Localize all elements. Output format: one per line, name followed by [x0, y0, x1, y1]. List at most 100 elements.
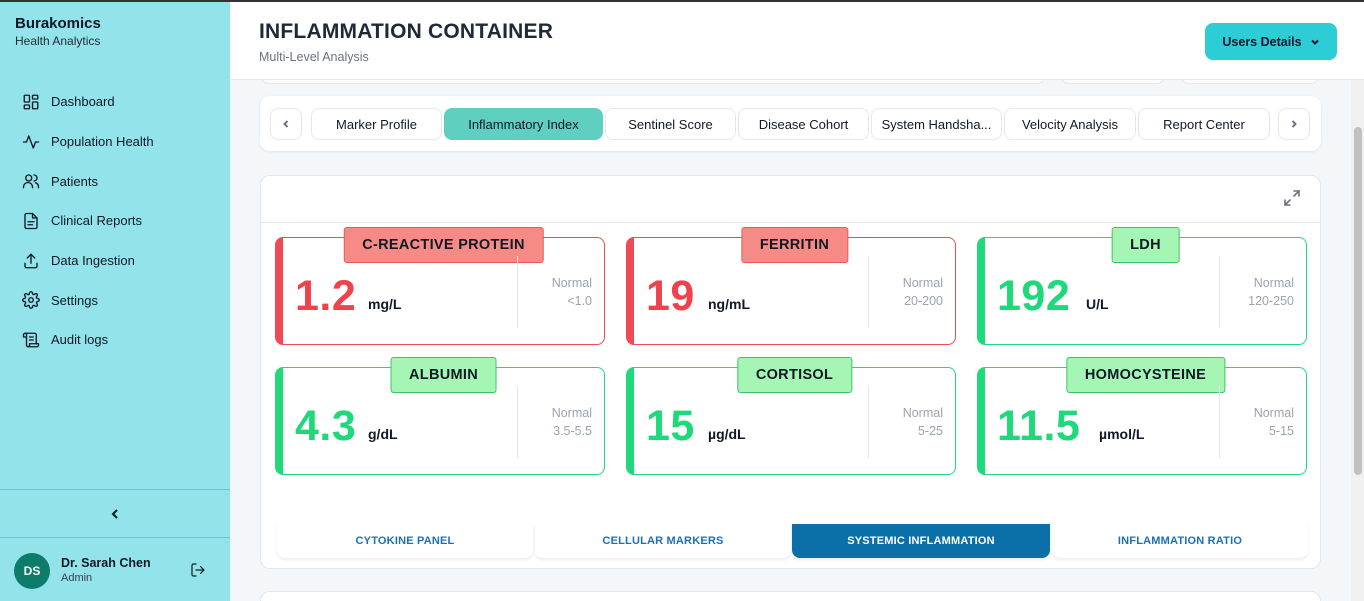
divider	[868, 256, 869, 328]
user-role: Admin	[61, 572, 93, 584]
sidebar-item-label: Data Ingestion	[51, 253, 135, 269]
inflammation-panel: C-REACTIVE PROTEIN 1.2 mg/L Normal <1.0 …	[260, 175, 1321, 569]
tab-sentinel-score[interactable]: Sentinel Score	[605, 108, 736, 140]
tab-disease-cohort[interactable]: Disease Cohort	[738, 108, 869, 140]
subtab-cytokine-panel[interactable]: CYTOKINE PANEL	[277, 524, 533, 558]
divider	[261, 222, 1320, 223]
page-subtitle: Multi-Level Analysis	[259, 50, 369, 64]
page-title: INFLAMMATION CONTAINER	[259, 20, 554, 43]
divider	[1219, 386, 1220, 458]
tab-system-handshake[interactable]: System Handsha...	[871, 108, 1002, 140]
marker-value: 1.2	[295, 272, 357, 320]
marker-name: CORTISOL	[736, 357, 853, 393]
marker-name: LDH	[1111, 227, 1180, 263]
next-card-edge	[260, 591, 1321, 601]
marker-unit: g/dL	[368, 426, 398, 442]
brand-name: Burakomics	[15, 15, 101, 32]
marker-card-ferritin[interactable]: FERRITIN 19 ng/mL Normal 20-200	[626, 227, 956, 345]
tab-scroll-right-button[interactable]	[1278, 108, 1310, 140]
divider	[517, 256, 518, 328]
dashboard-icon	[23, 94, 39, 110]
marker-card-ldh[interactable]: LDH 192 U/L Normal 120-250	[977, 227, 1307, 345]
marker-card-albumin[interactable]: ALBUMIN 4.3 g/dL Normal 3.5-5.5	[275, 357, 605, 475]
chevron-right-icon	[1291, 120, 1297, 128]
sidebar-item-patients[interactable]: Patients	[0, 161, 230, 201]
sidebar-item-label: Settings	[51, 292, 98, 308]
normal-range: 5-15	[1268, 424, 1294, 438]
users-details-button[interactable]: Users Details	[1205, 23, 1337, 60]
subtab-cellular-markers[interactable]: CELLULAR MARKERS	[535, 524, 791, 558]
expand-button[interactable]	[1283, 189, 1301, 207]
marker-name: C-REACTIVE PROTEIN	[343, 227, 544, 263]
scroll-icon	[22, 332, 40, 348]
sidebar-item-label: Clinical Reports	[51, 213, 143, 229]
sidebar-item-audit-logs[interactable]: Audit logs	[0, 320, 230, 360]
tab-velocity-analysis[interactable]: Velocity Analysis	[1004, 108, 1136, 140]
subtab-inflammation-ratio[interactable]: INFLAMMATION RATIO	[1052, 524, 1308, 558]
marker-unit: µg/dL	[708, 426, 746, 442]
tab-report-center[interactable]: Report Center	[1138, 108, 1270, 140]
divider	[517, 386, 518, 458]
gear-icon	[22, 291, 40, 310]
marker-value: 192	[997, 272, 1071, 320]
marker-unit: U/L	[1086, 296, 1109, 312]
chevron-down-icon	[1310, 39, 1319, 45]
collapse-sidebar-button[interactable]	[104, 503, 126, 525]
user-name: Dr. Sarah Chen	[61, 556, 151, 570]
marker-name: HOMOCYSTEINE	[1065, 357, 1226, 393]
tab-marker-profile[interactable]: Marker Profile	[311, 108, 442, 140]
sidebar-item-dashboard[interactable]: Dashboard	[0, 82, 230, 122]
normal-range: 5-25	[917, 424, 943, 438]
users-details-label: Users Details	[1222, 34, 1302, 49]
normal-range: 3.5-5.5	[553, 424, 592, 438]
subtab-bar: CYTOKINE PANEL CELLULAR MARKERS SYSTEMIC…	[277, 524, 1308, 558]
sidebar-item-data-ingestion[interactable]: Data Ingestion	[0, 241, 230, 281]
divider	[0, 537, 230, 538]
marker-unit: ng/mL	[708, 296, 750, 312]
marker-card-homocysteine[interactable]: HOMOCYSTEINE 11.5 µmol/L Normal 5-15	[977, 357, 1307, 475]
normal-range: 20-200	[904, 294, 943, 308]
sidebar: Burakomics Health Analytics Dashboard Po…	[0, 0, 230, 601]
normal-range: 120-250	[1248, 294, 1294, 308]
file-text-icon	[24, 212, 38, 230]
sidebar-item-population-health[interactable]: Population Health	[0, 122, 230, 162]
scrollbar-thumb[interactable]	[1354, 127, 1362, 475]
normal-label: Normal	[551, 276, 592, 290]
sidebar-item-label: Population Health	[51, 134, 154, 150]
normal-label: Normal	[902, 406, 943, 420]
subtab-systemic-inflammation[interactable]: SYSTEMIC INFLAMMATION	[792, 524, 1050, 558]
divider	[0, 489, 230, 490]
marker-value: 11.5	[997, 402, 1081, 450]
divider	[868, 386, 869, 458]
activity-icon	[22, 134, 40, 149]
sidebar-item-label: Audit logs	[51, 332, 109, 348]
expand-icon	[1284, 190, 1300, 206]
sidebar-item-label: Dashboard	[51, 94, 115, 110]
sidebar-item-settings[interactable]: Settings	[0, 280, 230, 320]
upload-icon	[24, 253, 38, 269]
marker-name: ALBUMIN	[390, 357, 497, 393]
sidebar-item-clinical-reports[interactable]: Clinical Reports	[0, 201, 230, 241]
sidebar-item-label: Patients	[51, 173, 98, 189]
tab-inflammatory-index[interactable]: Inflammatory Index	[444, 108, 603, 140]
brand-subtitle: Health Analytics	[15, 34, 101, 48]
header: INFLAMMATION CONTAINER Multi-Level Analy…	[230, 0, 1364, 80]
users-icon	[22, 174, 40, 189]
marker-card-crp[interactable]: C-REACTIVE PROTEIN 1.2 mg/L Normal <1.0	[275, 227, 605, 345]
normal-label: Normal	[551, 406, 592, 420]
marker-unit: mg/L	[368, 296, 402, 312]
marker-value: 4.3	[295, 402, 357, 450]
marker-card-cortisol[interactable]: CORTISOL 15 µg/dL Normal 5-25	[626, 357, 956, 475]
tab-bar: Marker Profile Inflammatory Index Sentin…	[260, 96, 1321, 151]
tab-scroll-left-button[interactable]	[270, 108, 302, 140]
sidebar-nav: Dashboard Population Health Patients Cli…	[0, 82, 230, 360]
normal-label: Normal	[1253, 276, 1294, 290]
divider	[1219, 256, 1220, 328]
marker-name: FERRITIN	[740, 227, 849, 263]
logout-icon	[191, 563, 205, 577]
normal-range: <1.0	[567, 294, 592, 308]
avatar: DS	[14, 553, 50, 589]
marker-unit: µmol/L	[1099, 426, 1145, 442]
normal-label: Normal	[1253, 406, 1294, 420]
logout-button[interactable]	[190, 562, 206, 578]
